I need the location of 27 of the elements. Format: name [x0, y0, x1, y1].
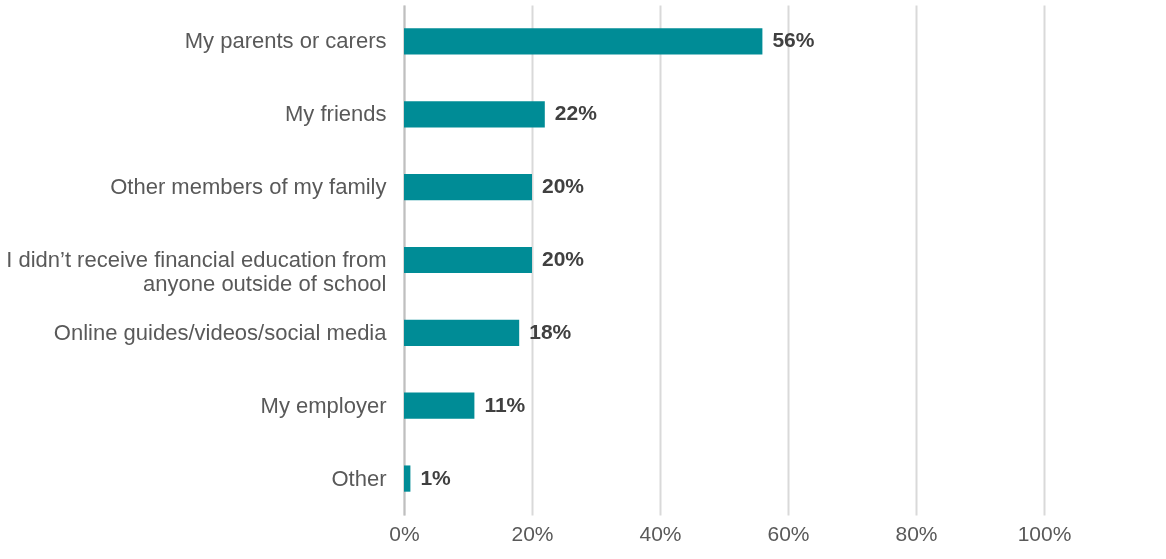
data-label: 20%: [542, 247, 585, 270]
y-tick-label: My friends: [285, 101, 387, 127]
x-tick-label: 100%: [1017, 521, 1072, 545]
bar: [404, 392, 475, 419]
x-tick-label: 0%: [389, 521, 420, 545]
bar: [404, 246, 532, 274]
y-tick-label: I didn’t receive financial education from anyone outside of school: [6, 247, 387, 296]
data-label: 11%: [484, 392, 526, 416]
bar: [404, 174, 532, 201]
bar: [404, 465, 411, 492]
bar: [404, 28, 763, 55]
x-tick-label: 60%: [767, 521, 810, 545]
x-tick-label: 20%: [511, 521, 554, 545]
y-tick-label: My employer: [260, 392, 387, 418]
x-tick-label: 40%: [639, 521, 682, 545]
data-label: 22%: [554, 101, 598, 125]
y-tick-label: My parents or carers: [184, 28, 387, 54]
bar: [404, 101, 545, 128]
data-label: 1%: [420, 465, 452, 489]
data-label: 18%: [529, 319, 572, 343]
data-label: 20%: [542, 174, 585, 198]
y-tick-label: Other members of my family: [110, 174, 387, 200]
data-label: 56%: [772, 28, 815, 52]
bar: [404, 319, 520, 346]
x-tick-label: 80%: [895, 521, 938, 545]
y-tick-label: Online guides/videos/social media: [53, 319, 388, 345]
y-tick-label: Other: [331, 465, 387, 491]
